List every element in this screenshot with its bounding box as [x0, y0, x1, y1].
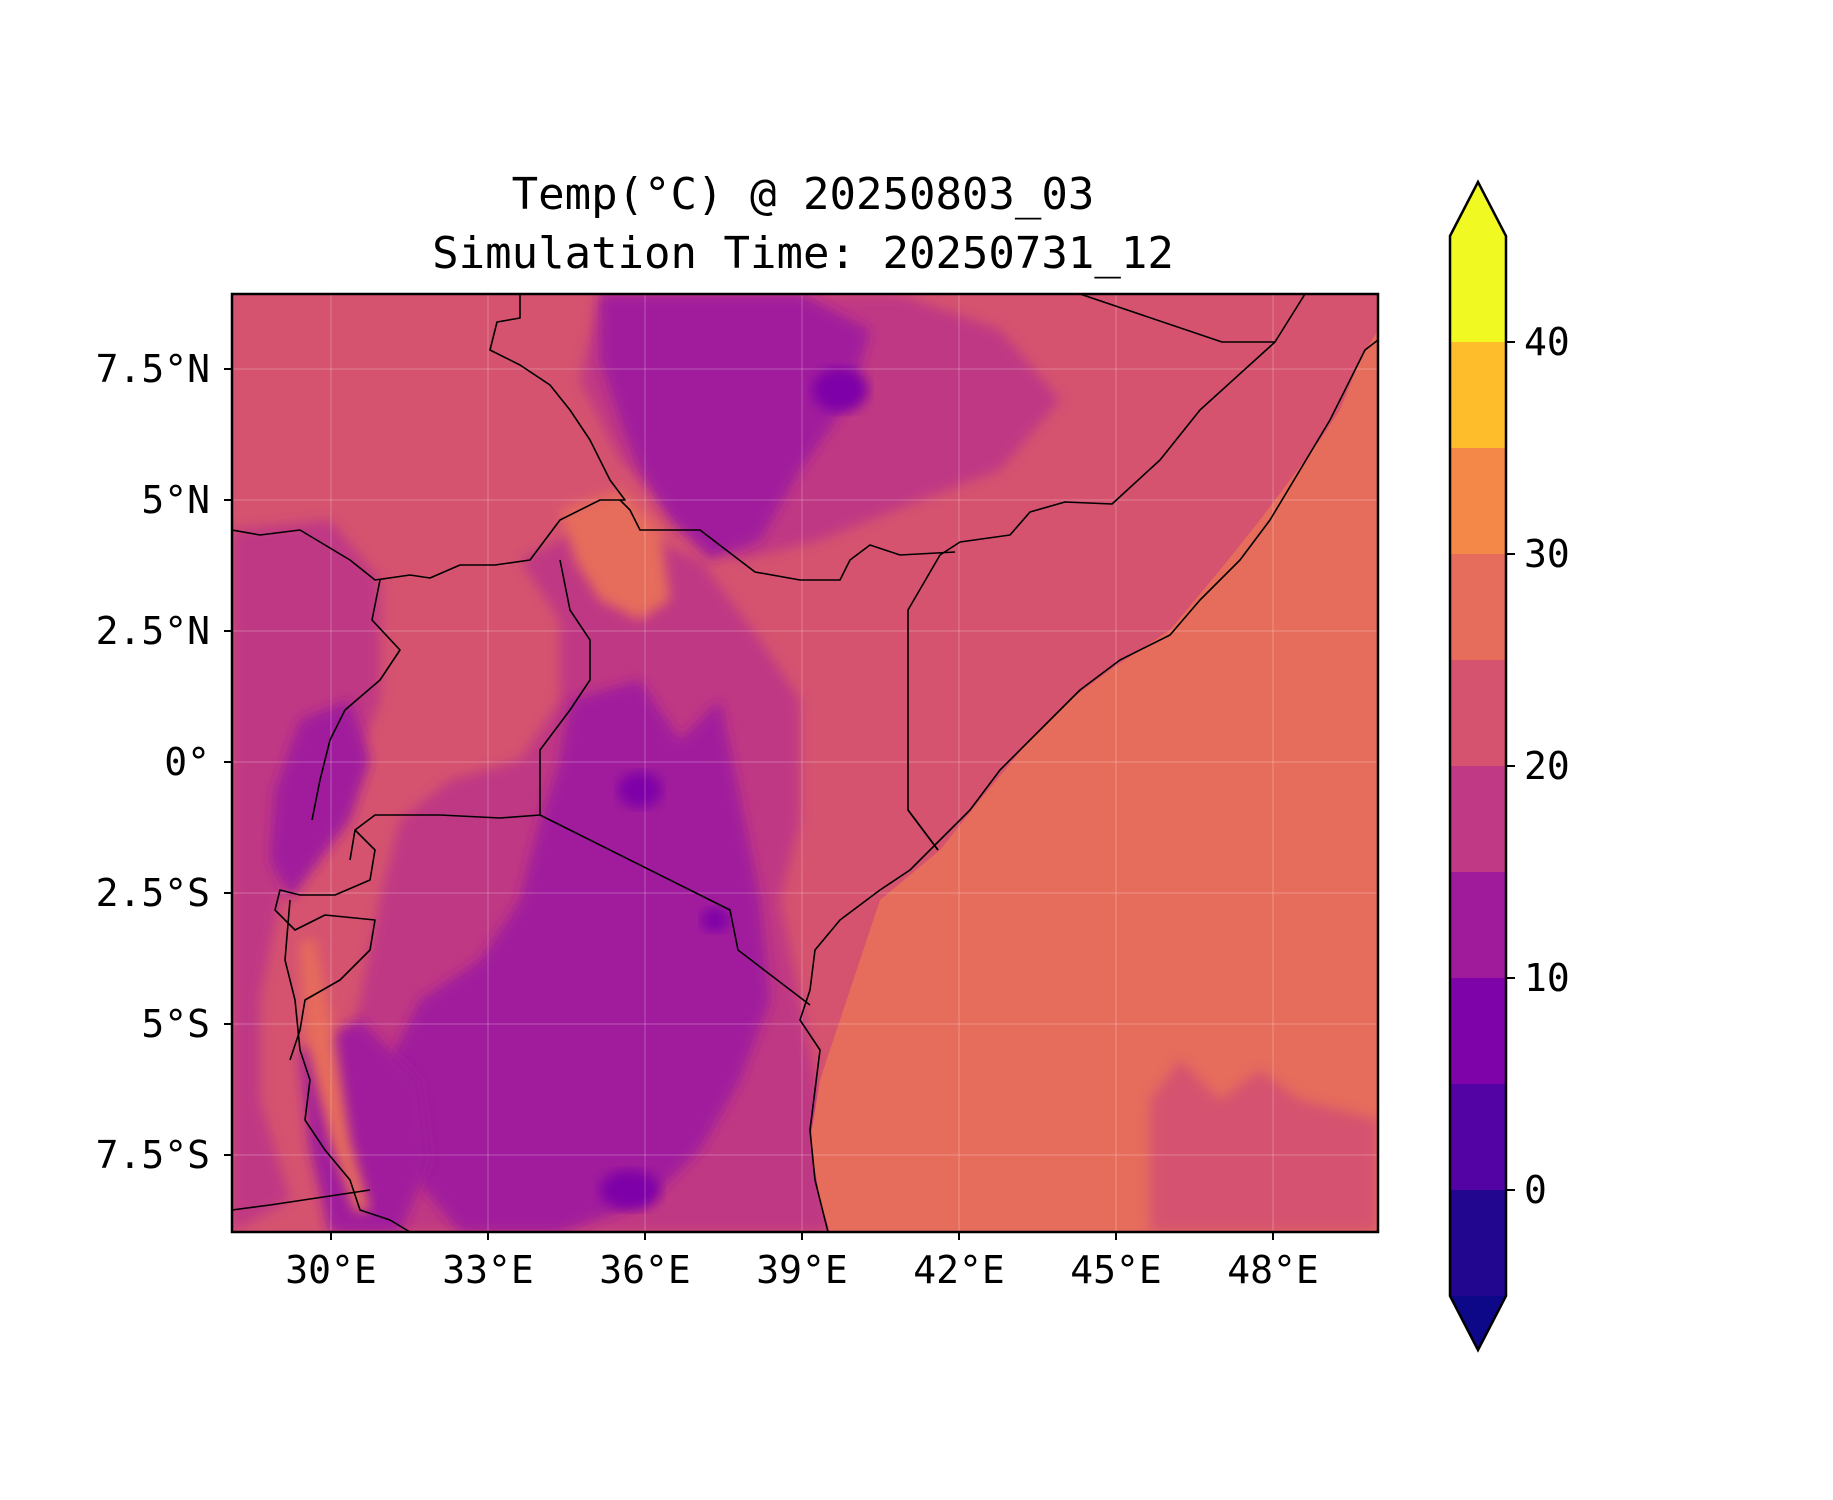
lon-tick-label: 33°E — [442, 1248, 534, 1292]
cold-peak-south — [600, 1170, 660, 1210]
colorbar-band — [1450, 872, 1506, 979]
lon-tick-label: 48°E — [1227, 1248, 1319, 1292]
colorbar-band — [1450, 766, 1506, 873]
map-title-line-1: Temp(°C) @ 20250803_03 — [512, 169, 1095, 220]
colorbar-band — [1450, 660, 1506, 767]
indian-ocean — [810, 330, 1378, 1232]
colorbar: 0 10 20 30 40 — [1448, 179, 1570, 1353]
map-title-line-2: Simulation Time: 20250731_12 — [432, 228, 1174, 279]
map-panel — [232, 294, 1378, 1232]
lon-tick-label: 39°E — [756, 1248, 848, 1292]
colorbar-band — [1450, 1190, 1506, 1297]
colorbar-tick-label: 40 — [1524, 320, 1570, 364]
border-kenya-somalia — [907, 809, 939, 851]
cold-peak-kilimanjaro — [701, 908, 729, 932]
colorbar-tick-label: 20 — [1524, 744, 1570, 788]
colorbar-outline — [1448, 179, 1508, 1353]
border-lake-tanganyika — [284, 899, 411, 1232]
colorbar-band — [1450, 342, 1506, 449]
border-somalia-ethiopia — [1079, 294, 1306, 343]
border-rwanda-burundi — [274, 829, 376, 1061]
border-zambia — [232, 1189, 371, 1211]
lat-tick-label: 7.5°N — [96, 347, 210, 391]
lat-tick-marks — [224, 368, 232, 1156]
lon-tick-label: 45°E — [1070, 1248, 1162, 1292]
ocean-cooler-patch — [1150, 1060, 1378, 1232]
lat-tick-label: 2.5°S — [96, 871, 210, 915]
lat-tick-label: 5°S — [141, 1002, 210, 1046]
warm-turkana — [560, 490, 670, 620]
colorbar-tick-label: 10 — [1524, 956, 1570, 1000]
border-kenya-tanzania — [539, 814, 811, 1006]
lon-tick-label: 42°E — [913, 1248, 1005, 1292]
lat-tick-label: 7.5°S — [96, 1133, 210, 1177]
lon-tick-label: 36°E — [599, 1248, 691, 1292]
cold-western-rift — [270, 700, 370, 900]
colorbar-band — [1450, 554, 1506, 661]
lat-tick-label: 2.5°N — [96, 609, 210, 653]
cold-kenya-tanzania-highlands — [380, 680, 770, 1232]
colorbar-tick-label: 0 — [1524, 1168, 1547, 1212]
lon-tick-marks — [330, 1232, 1274, 1240]
warm-rift-lake — [300, 940, 370, 1212]
cold-peak-ethiopia — [812, 368, 868, 412]
colorbar-extend-min — [1450, 1296, 1506, 1350]
colorbar-band — [1450, 236, 1506, 343]
border-ethiopia-somalia-south — [907, 341, 1276, 851]
cold-ethiopian-highlands — [600, 294, 870, 560]
gridlines — [232, 294, 1378, 1232]
border-south-sudan — [232, 294, 626, 581]
colorbar-band — [1450, 448, 1506, 555]
cold-peak-mt-kenya — [618, 772, 662, 808]
border-uganda-drc — [311, 579, 401, 821]
border-kenya-ethiopia — [619, 499, 956, 581]
colorbar-band — [1450, 1084, 1506, 1191]
colorbar-extend-max — [1450, 182, 1506, 236]
colorbar-tick-label: 30 — [1524, 532, 1570, 576]
cool-region-west — [232, 520, 380, 1232]
coastline — [799, 339, 1378, 1232]
lat-tick-label: 5°N — [141, 478, 210, 522]
lat-tick-label: 0° — [164, 740, 210, 784]
colorbar-band — [1450, 978, 1506, 1085]
country-borders — [232, 294, 1378, 1232]
lon-tick-label: 30°E — [285, 1248, 377, 1292]
